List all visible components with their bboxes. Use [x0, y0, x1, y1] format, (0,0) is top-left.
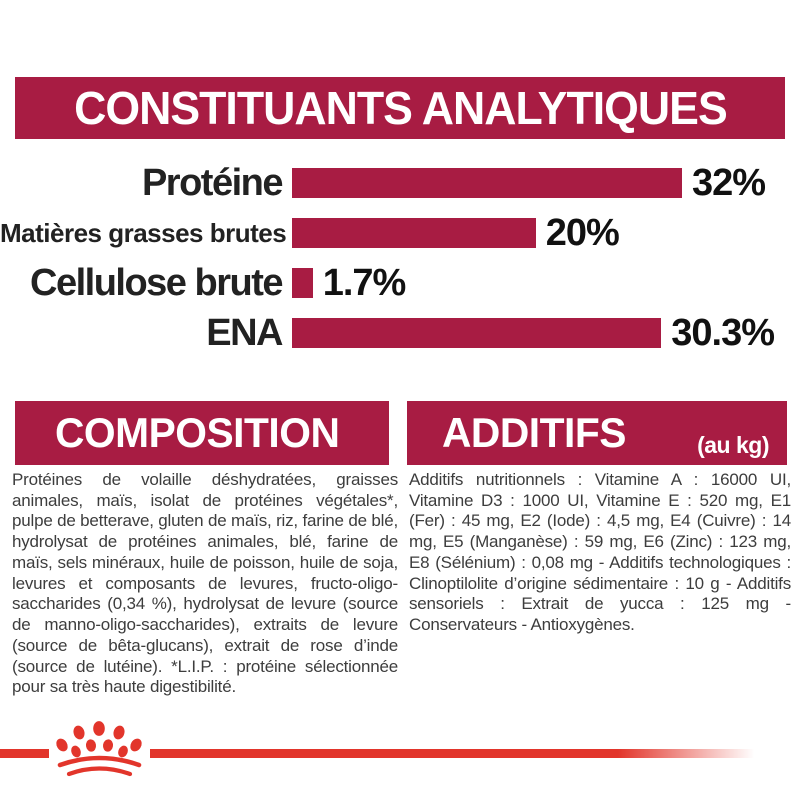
bar-value: 30.3%: [671, 311, 775, 354]
brand-line-right: [150, 749, 800, 758]
bar-label: Cellulose brute: [30, 261, 284, 304]
bar-fibre: [292, 268, 313, 298]
bar-label: ENA: [206, 311, 283, 354]
bar-label: Matières grasses brutes: [0, 217, 287, 248]
chart-row-ena: ENA 30.3%: [0, 308, 800, 358]
bar-value: 20%: [545, 211, 620, 254]
bar-label: Protéine: [141, 161, 284, 204]
additives-body: Additifs nutritionnels : Vitamine A : 16…: [409, 470, 791, 635]
composition-title: COMPOSITION: [55, 409, 340, 456]
additives-unit-label: (au kg): [697, 432, 769, 458]
bar-ena: [292, 318, 662, 348]
analytical-constituents-title: CONSTITUANTS ANALYTIQUES: [73, 82, 728, 134]
composition-body: Protéines de volaille déshydratées, grai…: [12, 470, 398, 697]
additives-title: ADDITIFS: [442, 409, 626, 456]
chart-row-fat: Matières grasses brutes 20%: [0, 208, 800, 258]
bar-value: 1.7%: [322, 261, 407, 304]
royal-canin-crown-icon: [56, 721, 142, 777]
chart-row-protein: Protéine 32%: [0, 158, 800, 208]
bar-protein: [292, 168, 682, 198]
bar-fat: [292, 218, 536, 248]
composition-header: COMPOSITION: [15, 401, 389, 465]
constituents-bar-chart: Protéine 32% Matières grasses brutes 20%…: [0, 158, 800, 358]
chart-row-fibre: Cellulose brute 1.7%: [0, 258, 800, 308]
additives-header: ADDITIFS (au kg): [407, 401, 787, 465]
bar-value: 32%: [692, 161, 766, 204]
brand-line-left: [0, 749, 49, 758]
analytical-constituents-header: CONSTITUANTS ANALYTIQUES: [15, 77, 785, 139]
